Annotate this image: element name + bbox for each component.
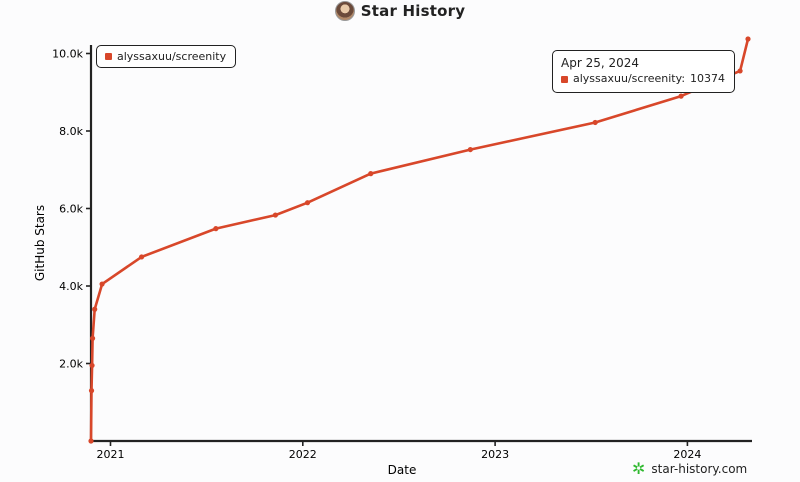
user-avatar-icon	[334, 1, 355, 21]
data-point[interactable]	[304, 200, 311, 206]
x-tick-label: 2021	[96, 448, 124, 461]
chart-header: Star History	[0, 0, 800, 22]
series-points	[88, 36, 751, 444]
data-point[interactable]	[467, 146, 473, 153]
star-logo-icon: ✲	[632, 459, 646, 478]
data-point[interactable]	[678, 93, 684, 99]
y-tick-label: 8.0k	[59, 125, 83, 138]
x-tick-label: 2023	[481, 448, 509, 461]
series-line	[89, 37, 750, 443]
y-tick-label: 10.0k	[52, 47, 83, 60]
data-point[interactable]	[592, 119, 598, 126]
legend-label: alyssaxuu/screenity	[117, 50, 227, 63]
x-axis-ticks: 2021 2022 2023 2024	[96, 441, 701, 461]
tooltip-date: Apr 25, 2024	[561, 56, 640, 70]
x-axis-label: Date	[388, 463, 417, 477]
data-point[interactable]	[88, 438, 94, 444]
brand-link[interactable]: ✲ star-history.com	[632, 461, 747, 477]
data-point[interactable]	[89, 335, 96, 341]
y-tick-label: 6.0k	[59, 202, 83, 215]
data-point[interactable]	[745, 36, 751, 42]
legend[interactable]: alyssaxuu/screenity	[96, 45, 237, 68]
brand-label: star-history.com	[651, 462, 748, 476]
y-tick-label: 2.0k	[59, 357, 83, 370]
data-point[interactable]	[272, 212, 279, 218]
x-tick-label: 2024	[673, 448, 701, 461]
y-tick-label: 4.0k	[59, 280, 83, 293]
tooltip: Apr 25, 2024 alyssaxuu/screenity: 10374	[552, 50, 736, 93]
tooltip-value: 10374	[690, 72, 726, 85]
data-point[interactable]	[368, 171, 374, 177]
data-point[interactable]	[737, 68, 743, 74]
data-point[interactable]	[89, 362, 95, 369]
y-axis-label: GitHub Stars	[33, 205, 47, 281]
data-point[interactable]	[92, 306, 98, 312]
tooltip-row: alyssaxuu/screenity: 10374	[561, 71, 725, 87]
data-point[interactable]	[99, 281, 105, 287]
data-point[interactable]	[213, 226, 219, 232]
data-point[interactable]	[88, 388, 95, 394]
y-axis-ticks: 2.0k 4.0k 6.0k 8.0k 10.0k	[52, 47, 91, 370]
legend-swatch	[105, 53, 112, 60]
data-point[interactable]	[138, 254, 145, 260]
tooltip-series-label: alyssaxuu/screenity:	[573, 72, 686, 85]
x-tick-label: 2022	[289, 448, 317, 461]
tooltip-swatch	[561, 75, 568, 83]
chart-title: Star History	[360, 2, 466, 20]
